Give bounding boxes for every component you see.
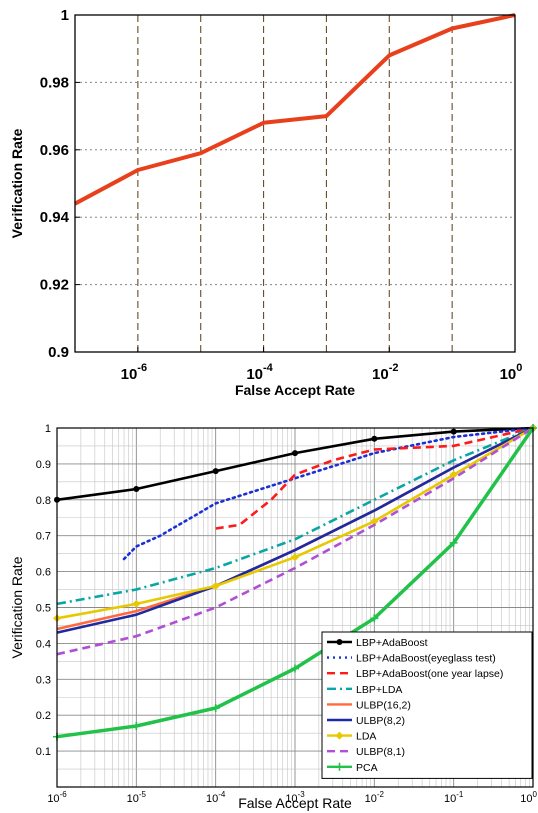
legend-label: PCA [356, 762, 378, 774]
x-tick-exponent: -3 [298, 790, 306, 799]
series-marker-6 [211, 581, 220, 590]
x-tick-exponent: -6 [60, 790, 68, 799]
y-tick-label: 0.5 [36, 603, 51, 615]
legend-marker [336, 639, 343, 645]
y-tick-label: 0.92 [40, 277, 69, 294]
y-tick-label: 0.4 [36, 638, 51, 650]
x-tick-base: 10 [127, 793, 139, 805]
series-line-0 [74, 13, 516, 206]
x-tick-exponent: -4 [263, 362, 274, 374]
x-tick-base: 10 [285, 793, 297, 805]
series-marker-6 [449, 470, 458, 479]
plot-frame [56, 427, 534, 788]
x-tick-exponent: -1 [456, 790, 464, 799]
y-tick-label: 0.1 [36, 746, 51, 758]
x-axis-label: False Accept Rate [235, 382, 355, 398]
x-tick-base: 10 [121, 366, 138, 383]
y-tick-label: 0.8 [36, 495, 51, 507]
legend-label: LDA [356, 731, 376, 743]
legend-label: LBP+AdaBoost(one year lapse) [356, 668, 503, 680]
series-marker-0 [133, 486, 140, 493]
legend-label: ULBP(16,2) [356, 699, 411, 711]
x-tick-exponent: -2 [389, 362, 399, 374]
x-tick-label: 100 [500, 362, 523, 383]
series-marker-8 [291, 664, 299, 673]
legend-label: ULBP(8,1) [356, 746, 405, 758]
x-tick-base: 10 [47, 793, 59, 805]
x-tick-label: 10-5 [127, 790, 147, 805]
legend-label: LBP+AdaBoost [356, 637, 428, 649]
x-tick-base: 10 [520, 793, 532, 805]
series-line-2 [215, 426, 534, 530]
x-tick-base: 10 [365, 793, 377, 805]
y-tick-label: 0.3 [36, 674, 51, 686]
y-tick-label: 0.9 [36, 459, 51, 471]
x-axis-label: False Accept Rate [238, 795, 352, 811]
series-line-3 [56, 426, 534, 606]
series-marker-8 [211, 704, 220, 713]
x-tick-label: 10-1 [444, 790, 464, 805]
x-tick-label: 100 [520, 790, 537, 805]
y-tick-label: 0.98 [40, 74, 69, 91]
x-tick-base: 10 [500, 366, 517, 383]
series-marker-8 [132, 721, 141, 730]
y-tick-label: 1 [45, 423, 51, 435]
x-tick-base: 10 [372, 366, 389, 383]
y-tick-label: 1 [61, 7, 69, 24]
series-marker-0 [212, 468, 219, 475]
x-tick-label: 10-6 [121, 362, 147, 383]
x-tick-exponent: -5 [139, 790, 147, 799]
series-marker-0 [292, 450, 298, 457]
y-tick-label: 0.9 [48, 344, 69, 361]
series-line-7 [56, 426, 534, 656]
x-tick-label: 10-4 [206, 790, 226, 805]
series-marker-0 [450, 428, 457, 435]
series-marker-6 [132, 599, 141, 608]
x-tick-exponent: -4 [218, 790, 226, 799]
legend-box [321, 631, 533, 779]
x-tick-label: 10-2 [365, 790, 385, 805]
series-marker-0 [371, 435, 378, 442]
series-marker-6 [291, 553, 299, 562]
x-tick-label: 10-6 [47, 790, 67, 805]
x-tick-base: 10 [444, 793, 456, 805]
x-tick-label: 10-3 [285, 790, 305, 805]
y-tick-label: 0.6 [36, 567, 51, 579]
legend-label: LBP+LDA [356, 684, 402, 696]
series-marker-8 [449, 538, 458, 547]
x-tick-exponent: -6 [137, 362, 147, 374]
x-tick-base: 10 [206, 793, 218, 805]
x-tick-label: 10-2 [372, 362, 398, 383]
series-marker-6 [370, 517, 379, 526]
legend-marker [335, 762, 344, 771]
series-line-1 [122, 426, 535, 561]
legend-label: ULBP(8,2) [356, 715, 405, 727]
x-tick-base: 10 [246, 366, 263, 383]
y-axis-label: Verification Rate [9, 128, 25, 238]
x-tick-exponent: 0 [533, 790, 538, 799]
plot-frame [74, 14, 516, 353]
y-tick-label: 0.2 [36, 710, 51, 722]
y-tick-label: 0.7 [36, 531, 51, 543]
series-marker-8 [370, 614, 379, 623]
legend-label: LBP+AdaBoost(eyeglass test) [356, 653, 496, 665]
series-line-5 [56, 426, 534, 634]
y-axis-label: Verification Rate [9, 556, 25, 658]
x-tick-label: 10-4 [246, 362, 273, 383]
x-tick-exponent: 0 [516, 362, 522, 374]
y-tick-label: 0.96 [40, 142, 69, 159]
plot-area [75, 15, 515, 352]
x-tick-exponent: -2 [377, 790, 385, 799]
legend: LBP+AdaBoost LBP+AdaBoost(eyeglass test) L… [321, 631, 533, 779]
y-tick-label: 0.94 [40, 209, 70, 226]
legend-marker [335, 731, 344, 740]
